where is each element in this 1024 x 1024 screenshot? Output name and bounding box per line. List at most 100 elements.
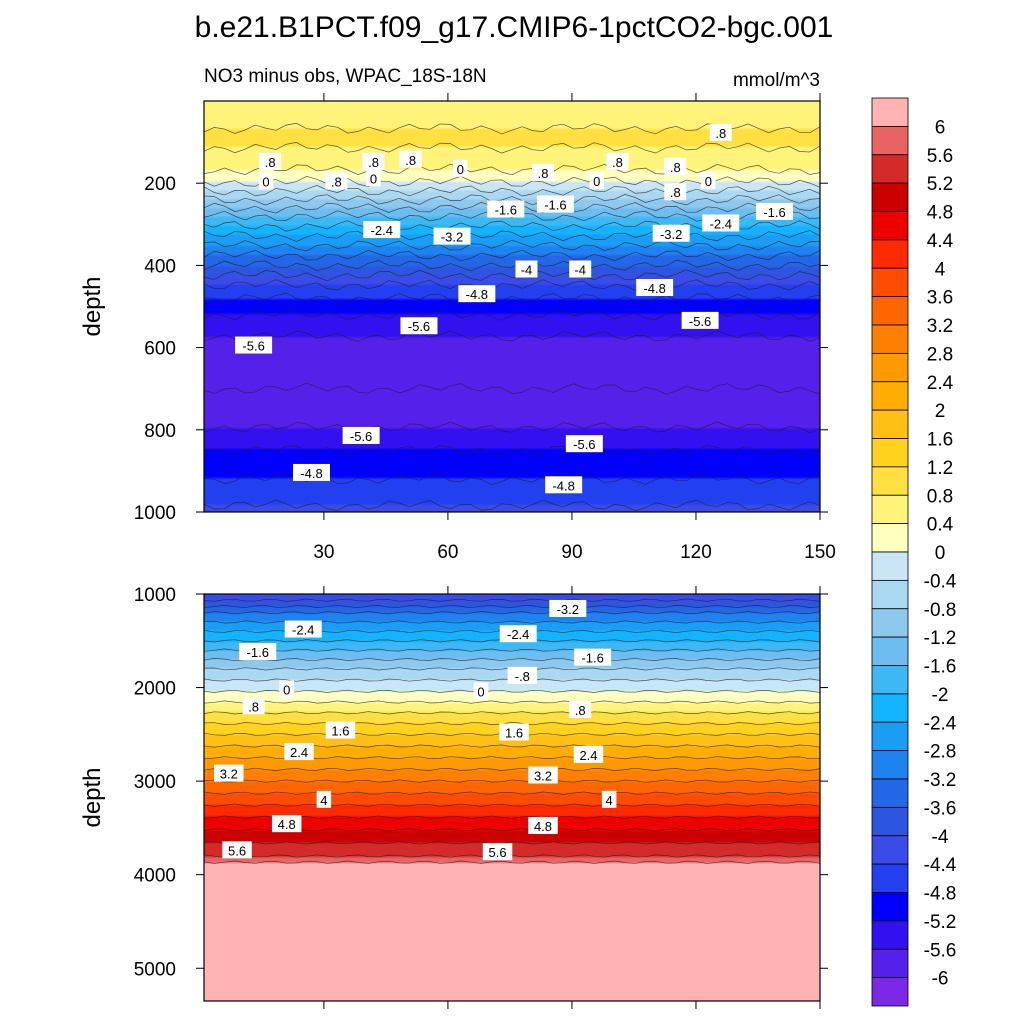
contour-line <box>203 259 821 272</box>
colorbar-label: -4 <box>932 827 949 848</box>
contour-line <box>203 611 821 615</box>
contour-label: -4 <box>521 263 533 278</box>
y-tick-label: 200 <box>144 174 176 195</box>
contour-label: 4 <box>606 793 613 808</box>
contour-field-upper <box>204 101 820 512</box>
contour-line <box>203 142 821 154</box>
contour-label-box <box>532 163 555 181</box>
contour-label: .8 <box>612 155 623 170</box>
y-tick-label: 400 <box>144 256 176 277</box>
contour-line <box>203 779 821 783</box>
colorbar-swatch <box>871 778 909 808</box>
contour-label-box <box>284 743 314 761</box>
colorbar-swatch <box>871 948 909 979</box>
contour-label-box <box>573 745 604 763</box>
contour-label: 5.6 <box>488 845 506 860</box>
contour-label-box <box>589 172 605 190</box>
y-axis-upper: 200 400 600 800 1000 depth <box>79 174 828 524</box>
contour-label-box <box>259 152 282 170</box>
contour-label: 0 <box>593 174 600 189</box>
contour-line <box>203 421 821 433</box>
contour-label-box <box>545 476 583 494</box>
contour-label-box <box>473 682 489 700</box>
contour-label: 3.2 <box>534 769 552 784</box>
colorbar-swatch <box>871 466 909 496</box>
figure-title: b.e21.B1PCT.f09_g17.CMIP6-1pctCO2-bgc.00… <box>195 11 834 44</box>
x-tick-label: 150 <box>804 542 836 563</box>
colorbar-label: -1.6 <box>924 657 957 678</box>
contour-line <box>203 473 821 485</box>
contour-label-box <box>242 697 265 715</box>
contour-label: -5.6 <box>689 314 711 329</box>
contour-label-box <box>701 172 716 190</box>
colorbar-label: 1.2 <box>927 458 953 479</box>
contour-label-box <box>222 841 252 859</box>
contour-label: .8 <box>248 699 259 714</box>
colorbar-label: 5.6 <box>927 146 953 167</box>
colorbar-swatch <box>871 750 909 780</box>
colorbar-label: 2.8 <box>927 344 953 365</box>
contour-label-box <box>363 221 401 239</box>
colorbar-swatch <box>871 324 909 354</box>
colorbar-swatch <box>871 211 909 241</box>
contour-line <box>203 791 821 795</box>
contour-label: -2.4 <box>292 623 314 638</box>
contour-line <box>203 194 821 206</box>
contour-label-box <box>292 463 330 481</box>
contour-label-box <box>499 723 529 741</box>
plot-frame-upper <box>203 100 821 513</box>
colorbar-swatch <box>871 977 909 1007</box>
contour-label-box <box>325 172 348 190</box>
contour-label: 3.2 <box>220 767 238 782</box>
y-tick-label: 5000 <box>134 959 176 980</box>
colorbar-label: -2.8 <box>924 742 957 763</box>
colorbar-swatch <box>871 154 909 184</box>
colorbar-label: 4.4 <box>927 231 954 252</box>
contour-label: 4 <box>320 793 327 808</box>
contour-line <box>203 648 821 652</box>
contour-line <box>203 689 821 693</box>
colorbar-swatch <box>871 409 909 439</box>
contour-label: -1.6 <box>763 205 785 220</box>
colorbar-swatch <box>871 835 909 865</box>
y-tick-label: 2000 <box>134 679 176 700</box>
contour-line <box>203 815 821 819</box>
contour-line <box>203 841 821 845</box>
colorbar-label: -0.8 <box>924 600 957 621</box>
contour-line <box>203 604 821 609</box>
contour-label: 0 <box>262 175 269 190</box>
y-tick-label: 3000 <box>134 772 176 793</box>
contour-label: .8 <box>265 155 276 170</box>
contour-label: 1.6 <box>331 724 349 739</box>
contour-label-box <box>239 643 277 661</box>
y-tick-label: 1000 <box>134 503 176 524</box>
y-axis-label-upper: depth <box>79 276 106 336</box>
colorbar-swatch <box>871 352 909 383</box>
colorbar-swatch <box>871 296 909 326</box>
contour-label-box <box>487 200 525 218</box>
contour-label-box <box>453 159 468 177</box>
colorbar-label: 0 <box>935 543 946 564</box>
contour-line <box>203 860 821 864</box>
contour-label-box <box>399 150 422 168</box>
contour-label-box <box>258 172 274 190</box>
contour-label: -4 <box>574 263 586 278</box>
contour-label: -5.6 <box>242 339 264 354</box>
colorbar-label: 0.8 <box>927 486 953 507</box>
contour-label-box <box>400 317 438 335</box>
colorbar-swatch <box>871 182 909 212</box>
colorbar-label: 6 <box>935 117 946 138</box>
contour-label: .8 <box>670 185 681 200</box>
colorbar-swatch <box>871 693 909 723</box>
contour-label-box <box>279 680 294 698</box>
colorbar-label: 1.6 <box>927 430 953 451</box>
contour-line <box>203 444 821 457</box>
panel-subtitle-units: mmol/m^3 <box>733 70 820 91</box>
y-tick-label: 1000 <box>134 585 176 606</box>
colorbar-label: 3.2 <box>927 316 953 337</box>
contour-label: -4.8 <box>552 478 574 493</box>
contour-label: .8 <box>368 155 379 170</box>
y-tick-label: 4000 <box>134 866 176 887</box>
colorbar: 6 5.6 5.2 4.8 4.4 4 3.6 3.2 2.8 2.4 2 1.6 1.2 0.8 0.4 0… <box>871 97 957 1007</box>
